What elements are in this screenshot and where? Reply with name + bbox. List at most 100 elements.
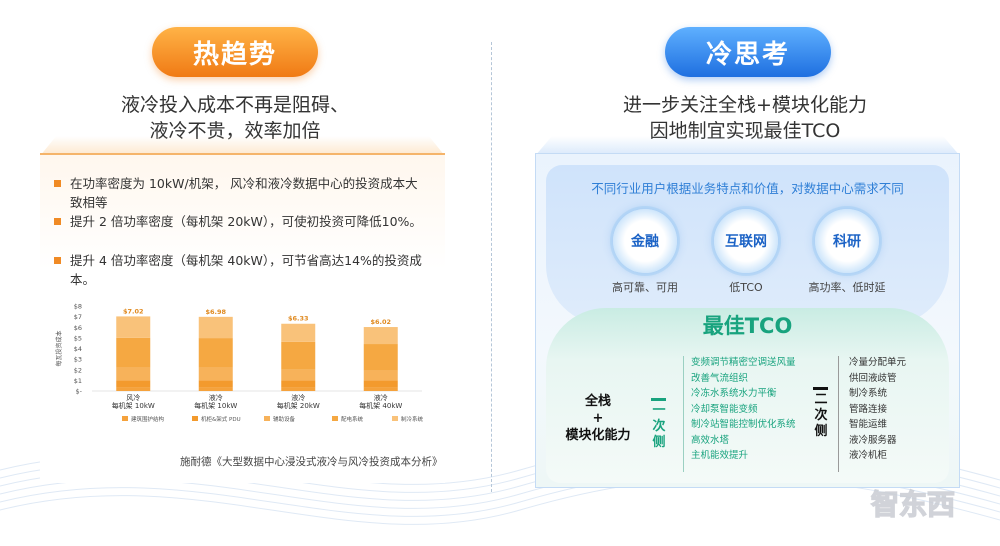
bar-segment [281, 341, 316, 370]
bar-segment [363, 344, 398, 371]
list-item: 改善气流组织 [691, 372, 749, 384]
bar-segment [281, 380, 316, 388]
list-item: 冷冻水系统水力平衡 [691, 388, 777, 399]
left-subtitle-line1: 液冷投入成本不再是阻碍、 [120, 94, 349, 116]
bar-segment [116, 387, 151, 391]
list-item: 供回液歧管 [849, 372, 897, 384]
circle-label: 科研 [833, 234, 861, 250]
circle-subtext: 低TCO [729, 281, 763, 294]
fullstack-plus: + [592, 411, 604, 426]
legend-label: 辅助设备 [273, 415, 296, 423]
y-tick-label: $4 [74, 345, 82, 353]
y-axis-label: 每瓦投资成本 [55, 330, 63, 366]
y-tick-label: $8 [74, 303, 82, 311]
legend-swatch [392, 416, 398, 421]
list-item: 冷却泵智能变频 [691, 403, 758, 415]
x-tick-label: 液冷 [291, 393, 305, 402]
circle-label: 互联网 [725, 234, 767, 250]
bar-segment [198, 367, 233, 381]
bar-segment [363, 380, 398, 388]
cool-thinking-pill: 冷思考 [665, 27, 831, 77]
circle-subtext: 高可靠、可用 [612, 281, 678, 294]
legend-label: 配电系统 [341, 415, 364, 423]
demand-text: 不同行业用户根据业务特点和价值，对数据中心需求不同 [591, 181, 904, 196]
x-tick-label: 每机架 10kW [112, 401, 155, 410]
list-item: 制冷系统 [849, 388, 888, 399]
right-panel-header-shadow [535, 136, 960, 156]
fullstack-line1: 全栈 [584, 394, 611, 409]
hot-trend-pill: 热趋势 [152, 27, 318, 77]
x-tick-label: 液冷 [374, 393, 388, 402]
list-item: 高效水塔 [691, 434, 730, 446]
circle-label: 金融 [631, 234, 659, 250]
list-item: 制冷站智能控制优化系统 [691, 419, 796, 430]
bar-segment [116, 337, 151, 368]
bar-segment [363, 327, 398, 345]
internet-circle: 互联网 [714, 209, 778, 273]
list-item: 变频调节精密空调送风量 [691, 357, 796, 368]
legend-swatch [192, 416, 198, 421]
secondary-side-list: 冷量分配单元 供回液歧管 制冷系统 管路连接 智能运维 液冷服务器 液冷机柜 [849, 355, 939, 464]
bar-total-label: $6.02 [370, 318, 391, 326]
fullstack-line2: 模块化能力 [565, 428, 631, 443]
secondary-side-marker [813, 387, 828, 390]
legend-swatch [332, 416, 338, 421]
bar-segment [116, 380, 151, 388]
bar-segment [363, 387, 398, 391]
y-tick-label: $2 [74, 366, 82, 374]
y-tick-label: $5 [74, 334, 82, 342]
center-divider [491, 42, 492, 492]
bullet-item: 在功率密度为 10kW/机架， 风冷和液冷数据中心的投资成本大致相等 [54, 174, 429, 212]
right-subtitle-line1: 进一步关注全栈+模块化能力 [623, 94, 867, 116]
secondary-list-rule [838, 356, 839, 472]
bar-segment [281, 387, 316, 391]
bar-total-label: $6.98 [205, 308, 226, 316]
best-tco-title: 最佳TCO [702, 314, 793, 338]
legend-swatch [122, 416, 128, 421]
y-tick-label: $6 [74, 324, 82, 332]
primary-list-rule [683, 356, 684, 472]
list-item: 液冷服务器 [849, 434, 897, 446]
bar-segment [281, 323, 316, 342]
bar-segment [281, 369, 316, 381]
legend-label: 建筑围护结构 [131, 415, 165, 423]
bar-total-label: $7.02 [123, 307, 144, 315]
list-item: 管路连接 [849, 403, 888, 415]
list-item: 液冷机柜 [849, 450, 888, 461]
bar-segment [198, 387, 233, 391]
x-tick-label: 液冷 [209, 393, 223, 402]
chart-caption: 施耐德《大型数据中心浸没式液冷与风冷投资成本分析》 [180, 456, 443, 468]
legend-swatch [264, 416, 270, 421]
bar-segment [363, 370, 398, 381]
fullstack-label: 全栈 + 模块化能力 [558, 393, 638, 444]
list-item: 冷量分配单元 [849, 357, 907, 368]
tco-section [546, 308, 949, 483]
bullet-item: 提升 4 倍功率密度（每机架 40kW），可节省高达14%的投资成本。 [54, 251, 429, 289]
legend-label: 机柜&架式 PDU [201, 415, 241, 423]
finance-circle: 金融 [613, 209, 677, 273]
bar-segment [116, 316, 151, 338]
bar-total-label: $6.33 [288, 315, 309, 323]
left-panel [40, 153, 445, 483]
x-tick-label: 每机架 40kW [359, 401, 402, 410]
primary-side-marker [651, 398, 666, 401]
circle-subtext: 高功率、低时延 [808, 281, 886, 294]
bullet-item: 提升 2 倍功率密度（每机架 20kW），可使初投资可降低10%。 [54, 212, 429, 231]
research-circle: 科研 [815, 209, 879, 273]
y-tick-label: $1 [74, 377, 82, 385]
x-tick-label: 每机架 10kW [194, 401, 237, 410]
bar-segment [198, 316, 233, 339]
zhidx-watermark-logo: 智东西 [870, 487, 955, 521]
bar-segment [116, 367, 151, 381]
y-tick-label: $3 [74, 356, 82, 364]
x-tick-label: 每机架 20kW [277, 401, 320, 410]
list-item: 主机能效提升 [691, 450, 749, 461]
secondary-side-label: 二次侧 [814, 392, 828, 439]
bar-segment [198, 338, 233, 368]
y-tick-label: $- [76, 388, 83, 396]
primary-side-list: 变频调节精密空调送风量 改善气流组织 冷冻水系统水力平衡 冷却泵智能变频 制冷站… [691, 355, 821, 464]
primary-side-label: 一次侧 [652, 403, 666, 450]
left-panel-header-shadow [40, 136, 445, 156]
x-tick-label: 风冷 [126, 393, 140, 402]
